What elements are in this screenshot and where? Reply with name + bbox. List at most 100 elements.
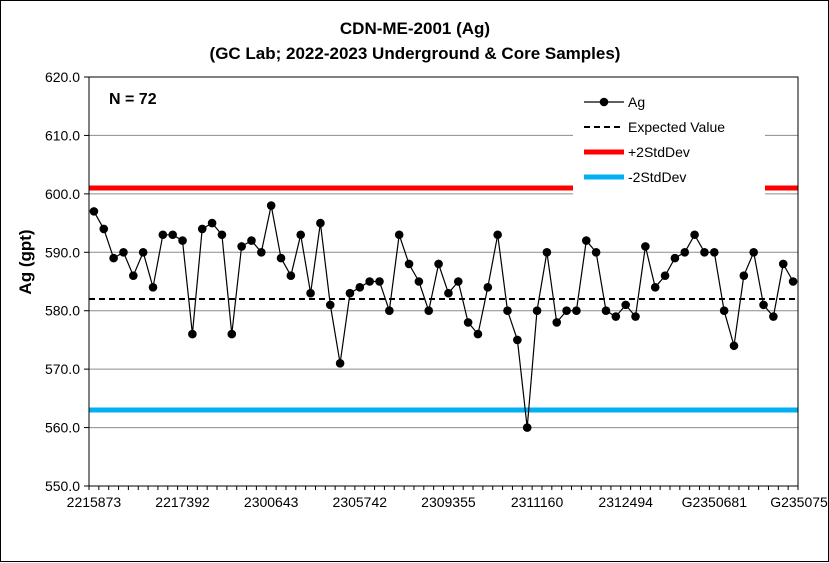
data-point [316,218,325,228]
y-tick-label: 590.0 [45,244,80,260]
data-point [138,247,148,257]
n-annotation: N = 72 [109,91,157,108]
data-point [197,224,207,234]
data-point [473,329,483,339]
legend-label: Expected Value [628,119,725,135]
data-point [109,253,118,263]
data-point [355,283,365,292]
y-tick-label: 570.0 [45,361,80,377]
y-axis-label: Ag (gpt) [16,229,35,294]
data-point [532,306,542,316]
data-point [769,312,778,321]
ag-series [89,201,798,432]
data-point [513,335,522,345]
data-point [266,201,276,210]
data-point [188,329,197,339]
data-point [217,230,227,240]
data-point [788,277,798,286]
plot-area-border [88,76,799,487]
legend-label: Ag [628,94,645,110]
data-point [611,312,621,321]
y-tick-label: 620.0 [45,69,80,85]
x-tick-label: 2300643 [244,494,299,510]
y-tick-label: 600.0 [45,186,80,202]
data-point [306,288,315,298]
data-point [778,259,788,269]
data-point [680,247,690,257]
y-tick-label: 610.0 [45,127,80,143]
data-point [227,329,237,339]
gridlines [89,76,798,487]
data-point [168,230,178,240]
data-point [434,259,443,269]
data-point [257,247,266,257]
data-point [581,236,591,245]
series-line-ag [93,205,794,428]
y-tick-label: 560.0 [45,420,80,436]
x-tick-labels: 2215873 2217392 2300643 2305742 2309355 23111… [67,486,829,510]
data-point [365,277,374,286]
data-point [178,236,187,245]
data-point [453,277,463,286]
data-point [572,306,581,316]
chart-title: CDN-ME-2001 (Ag) [340,19,490,38]
data-point [631,312,640,321]
data-point [503,306,512,316]
data-point [641,242,650,251]
data-point [375,277,384,286]
data-point [444,288,453,298]
x-tick-label: 2311160 [511,494,564,510]
x-tick-label: 2309355 [421,494,476,510]
data-point [670,253,680,263]
data-point [719,306,729,316]
data-point [247,236,256,245]
data-point [493,230,502,240]
legend-swatch-marker [599,97,609,107]
data-point [601,306,611,316]
x-tick-label: 2305742 [333,494,388,510]
data-point [759,300,768,310]
data-point [325,300,335,310]
data-point [650,283,660,292]
data-point [424,306,434,316]
x-tick-label: G2350681 [682,494,748,510]
data-point [483,283,493,292]
data-point [739,271,749,280]
data-point [158,230,168,240]
data-point [542,247,552,257]
data-point [522,423,532,432]
legend: Ag Expected Value +2StdDev -2StdDev [573,85,765,197]
data-point [690,230,699,240]
data-point [237,242,246,251]
chart-subtitle: (GC Lab; 2022-2023 Underground & Core Sa… [210,44,621,63]
data-point [463,318,473,327]
data-point [729,341,739,351]
data-point [99,224,109,234]
data-point [89,207,99,216]
data-point [749,247,758,257]
data-point [276,253,286,263]
data-point [286,271,296,280]
y-tick-label: 580.0 [45,303,80,319]
data-point [207,218,217,228]
data-point [709,247,719,257]
x-tick-label: 2217392 [155,494,210,510]
data-point [404,259,414,269]
legend-label: -2StdDev [628,169,686,185]
data-point [621,300,630,310]
data-point [385,306,394,316]
x-tick-label: G2350758 [770,494,829,510]
data-point [660,271,670,280]
data-point [562,306,571,316]
data-point [345,288,355,298]
y-tick-label: 550.0 [45,478,80,494]
x-tick-label: 2312494 [598,494,653,510]
x-tick-label: 2215873 [67,494,122,510]
data-point [700,247,709,257]
data-point [129,271,138,280]
data-point [296,230,306,240]
data-point [394,230,404,240]
data-point [591,247,601,257]
